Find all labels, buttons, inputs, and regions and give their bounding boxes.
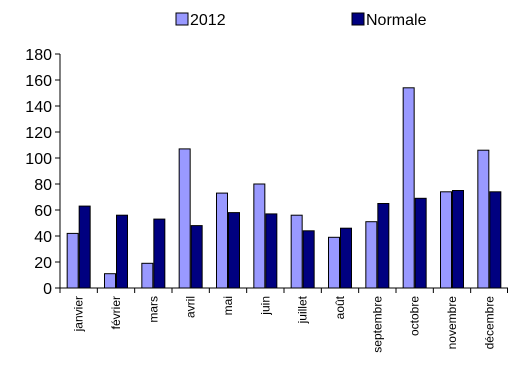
bar-normale-janvier: [78, 205, 91, 289]
bar-normale-décembre: [489, 191, 502, 289]
bar-2012-octobre: [402, 87, 415, 289]
x-tick-label: novembre: [445, 296, 459, 350]
x-axis: janvier février mars avril mai juin juillet aoû…: [59, 287, 508, 353]
y-tick-label: 180: [25, 47, 52, 64]
bar-2012-mai: [216, 192, 228, 289]
y-tick-label: 40: [34, 229, 52, 246]
bars: [66, 87, 502, 289]
bar-2012-avril: [178, 148, 191, 289]
bar-normale-juillet: [302, 230, 315, 289]
bar-2012-juillet: [290, 214, 303, 289]
legend-swatch-normale: [351, 12, 365, 26]
bar-2012-février: [104, 273, 116, 289]
bar-normale-octobre: [414, 197, 427, 289]
bar-2012-mars: [141, 262, 154, 289]
x-tick-label: juillet: [296, 295, 310, 324]
y-tick-label: 20: [34, 255, 52, 272]
bar-2012-août: [328, 236, 340, 289]
x-tick-label: février: [109, 296, 123, 329]
y-tick-label: 0: [43, 281, 52, 298]
legend-label-2012: 2012: [190, 12, 226, 29]
x-tick-label: octobre: [408, 296, 422, 336]
legend: 2012 Normale: [175, 12, 427, 29]
bar-normale-juin: [265, 213, 278, 289]
bar-2012-novembre: [440, 191, 452, 289]
y-tick-label: 160: [25, 73, 52, 90]
y-tick-label: 80: [34, 177, 52, 194]
bar-normale-mai: [228, 212, 240, 289]
y-axis: 0 20 40 60 80 100 120 140 160 180: [25, 47, 61, 298]
x-tick-label: décembre: [482, 296, 496, 350]
x-tick-label: avril: [184, 296, 198, 318]
bar-2012-janvier: [66, 232, 79, 289]
x-tick-label: mars: [146, 296, 160, 323]
bar-2012-septembre: [365, 221, 378, 289]
bar-normale-août: [340, 227, 352, 289]
y-tick-label: 100: [25, 151, 52, 168]
x-tick-label: janvier: [72, 296, 86, 332]
bar-normale-février: [116, 214, 128, 289]
x-tick-label: juin: [258, 296, 272, 316]
x-tick-label: mai: [221, 296, 235, 315]
legend-swatch-2012: [175, 12, 189, 26]
y-tick-label: 60: [34, 203, 52, 220]
bar-normale-septembre: [377, 203, 390, 289]
bar-2012-décembre: [477, 149, 490, 289]
x-tick-label: septembre: [370, 296, 384, 353]
y-tick-label: 140: [25, 99, 52, 116]
bar-2012-juin: [253, 183, 266, 289]
legend-label-normale: Normale: [366, 12, 427, 29]
bar-normale-mars: [153, 218, 166, 289]
x-tick-label: août: [333, 295, 347, 319]
bar-normale-avril: [190, 225, 203, 289]
y-tick-label: 120: [25, 125, 52, 142]
bar-normale-novembre: [452, 190, 464, 289]
